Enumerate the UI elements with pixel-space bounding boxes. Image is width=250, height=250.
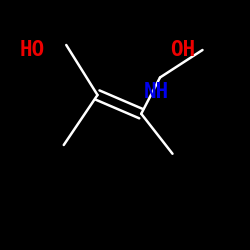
Text: NH: NH (144, 82, 169, 102)
Text: HO: HO (20, 40, 45, 60)
Text: OH: OH (170, 40, 195, 60)
